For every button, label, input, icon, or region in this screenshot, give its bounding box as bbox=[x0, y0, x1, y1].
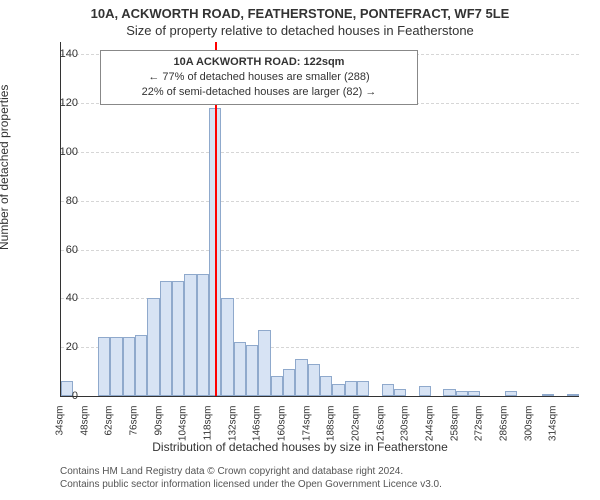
histogram-bar bbox=[357, 381, 369, 396]
histogram-bar bbox=[197, 274, 209, 396]
x-tick-label: 62sqm bbox=[104, 406, 115, 448]
histogram-bar bbox=[456, 391, 468, 396]
histogram-bar bbox=[308, 364, 320, 396]
attribution-line2: Contains public sector information licen… bbox=[60, 479, 442, 492]
gridline bbox=[61, 201, 579, 202]
chart-title-address: 10A, ACKWORTH ROAD, FEATHERSTONE, PONTEF… bbox=[0, 6, 600, 21]
histogram-bar bbox=[394, 389, 406, 396]
x-tick-label: 314sqm bbox=[548, 406, 559, 448]
histogram-bar bbox=[172, 281, 184, 396]
x-tick-label: 174sqm bbox=[301, 406, 312, 448]
x-tick-label: 118sqm bbox=[203, 406, 214, 448]
y-tick-label: 0 bbox=[44, 390, 78, 402]
histogram-bar bbox=[271, 376, 283, 396]
x-tick-label: 160sqm bbox=[277, 406, 288, 448]
histogram-bar bbox=[110, 337, 122, 396]
histogram-bar bbox=[567, 394, 579, 396]
histogram-bar bbox=[320, 376, 332, 396]
histogram-chart: 10A, ACKWORTH ROAD, FEATHERSTONE, PONTEF… bbox=[0, 0, 600, 500]
histogram-bar bbox=[468, 391, 480, 396]
histogram-bar bbox=[160, 281, 172, 396]
histogram-bar bbox=[234, 342, 246, 396]
y-axis-label: Number of detached properties bbox=[0, 85, 11, 250]
histogram-bar bbox=[246, 345, 258, 396]
x-tick-label: 90sqm bbox=[153, 406, 164, 448]
histogram-bar bbox=[283, 369, 295, 396]
x-tick-label: 216sqm bbox=[375, 406, 386, 448]
x-tick-label: 188sqm bbox=[326, 406, 337, 448]
x-tick-label: 48sqm bbox=[79, 406, 90, 448]
histogram-bar bbox=[147, 298, 159, 396]
histogram-bar bbox=[135, 335, 147, 396]
y-tick-label: 120 bbox=[44, 97, 78, 109]
x-tick-label: 132sqm bbox=[227, 406, 238, 448]
histogram-bar bbox=[98, 337, 110, 396]
x-tick-label: 146sqm bbox=[252, 406, 263, 448]
gridline bbox=[61, 250, 579, 251]
histogram-bar bbox=[123, 337, 135, 396]
x-tick-label: 258sqm bbox=[449, 406, 460, 448]
histogram-bar bbox=[221, 298, 233, 396]
x-tick-label: 244sqm bbox=[425, 406, 436, 448]
annotation-line1: 10A ACKWORTH ROAD: 122sqm bbox=[109, 55, 409, 70]
y-tick-label: 140 bbox=[44, 48, 78, 60]
annotation-box: 10A ACKWORTH ROAD: 122sqm ← 77% of detac… bbox=[100, 50, 418, 105]
x-tick-label: 104sqm bbox=[178, 406, 189, 448]
annotation-line2: ← 77% of detached houses are smaller (28… bbox=[109, 70, 409, 85]
attribution: Contains HM Land Registry data © Crown c… bbox=[60, 466, 442, 491]
histogram-bar bbox=[184, 274, 196, 396]
histogram-bar bbox=[443, 389, 455, 396]
y-tick-label: 100 bbox=[44, 146, 78, 158]
chart-subtitle: Size of property relative to detached ho… bbox=[0, 23, 600, 38]
histogram-bar bbox=[258, 330, 270, 396]
x-tick-label: 300sqm bbox=[523, 406, 534, 448]
histogram-bar bbox=[542, 394, 554, 396]
attribution-line1: Contains HM Land Registry data © Crown c… bbox=[60, 466, 442, 479]
y-tick-label: 40 bbox=[44, 292, 78, 304]
x-tick-label: 230sqm bbox=[400, 406, 411, 448]
histogram-bar bbox=[505, 391, 517, 396]
y-tick-label: 20 bbox=[44, 341, 78, 353]
histogram-bar bbox=[345, 381, 357, 396]
histogram-bar bbox=[419, 386, 431, 396]
gridline bbox=[61, 152, 579, 153]
histogram-bar bbox=[295, 359, 307, 396]
x-tick-label: 286sqm bbox=[499, 406, 510, 448]
x-tick-label: 202sqm bbox=[351, 406, 362, 448]
gridline bbox=[61, 298, 579, 299]
annotation-line3: 22% of semi-detached houses are larger (… bbox=[109, 85, 409, 100]
y-tick-label: 80 bbox=[44, 195, 78, 207]
x-tick-label: 76sqm bbox=[129, 406, 140, 448]
histogram-bar bbox=[332, 384, 344, 396]
x-tick-label: 34sqm bbox=[55, 406, 66, 448]
y-tick-label: 60 bbox=[44, 244, 78, 256]
histogram-bar bbox=[382, 384, 394, 396]
x-tick-label: 272sqm bbox=[474, 406, 485, 448]
